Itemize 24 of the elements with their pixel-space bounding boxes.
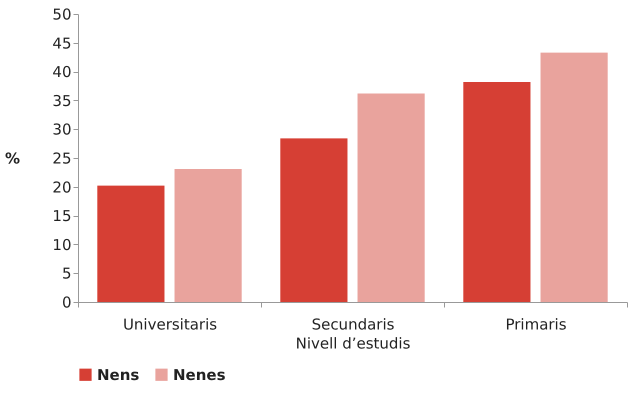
legend-label: Nens: [97, 366, 140, 384]
y-tick-label: 40: [52, 63, 72, 82]
y-tick-label: 5: [62, 264, 72, 283]
y-tick-label: 10: [52, 236, 72, 254]
x-tick-label: Primaris: [505, 316, 567, 334]
y-tick-label: 45: [52, 34, 72, 52]
x-tick-label: Secundaris: [312, 316, 395, 334]
x-axis-title: Nivell d’estudis: [296, 334, 411, 352]
y-tick-label: 0: [62, 294, 72, 312]
bar: [463, 82, 530, 302]
y-tick-label: 30: [52, 120, 72, 139]
bar: [540, 52, 608, 302]
x-tick-label: Universitaris: [122, 316, 218, 334]
bar: [174, 168, 242, 302]
bar: [358, 93, 425, 302]
y-tick-label: 20: [52, 178, 72, 196]
legend-label: Nenes: [173, 366, 226, 384]
bar: [97, 186, 164, 302]
y-tick-label: 50: [52, 6, 72, 24]
y-tick-label: 35: [52, 92, 72, 110]
y-tick-label: 25: [52, 150, 72, 168]
bar: [280, 138, 348, 302]
y-tick-label: 15: [52, 207, 72, 226]
y-axis-title: %: [4, 150, 20, 168]
